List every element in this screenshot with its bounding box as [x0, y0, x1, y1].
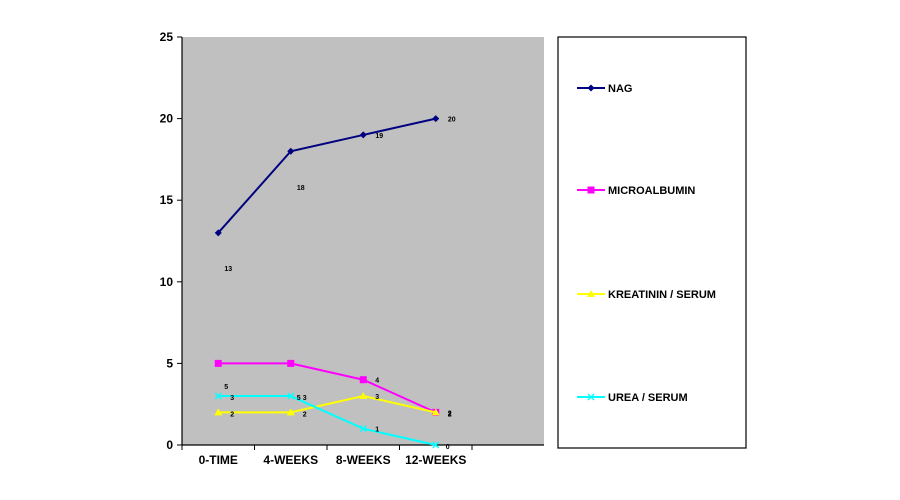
- x-tick-label-4-weeks: 4-WEEKS: [263, 453, 318, 467]
- data-label-nag-2: 19: [375, 133, 383, 140]
- y-tick-label: 15: [160, 193, 174, 207]
- legend-label: UREA / SERUM: [608, 392, 688, 404]
- legend-item-kreatinin-serum: KREATININ / SERUM: [577, 289, 716, 301]
- data-label-urea-serum-2: 1: [375, 427, 379, 434]
- data-label-nag-3: 20: [448, 117, 456, 124]
- x-tick-label-0-time: 0-TIME: [199, 453, 238, 467]
- data-point-nag-2: [359, 131, 367, 139]
- data-label-microalbumin-3: 2: [448, 410, 452, 417]
- data-point-urea-serum-3: [432, 441, 440, 449]
- legend-item-nag: NAG: [577, 83, 632, 95]
- data-point-urea-serum-2: [359, 425, 367, 433]
- series-layer: [214, 115, 440, 449]
- series-line-urea-serum: [218, 395, 436, 446]
- x-tick-label-8-weeks: 8-WEEKS: [336, 453, 391, 467]
- legend-marker: [587, 290, 595, 297]
- series-line-microalbumin: [218, 362, 437, 414]
- data-point-microalbumin-1: [287, 359, 295, 367]
- data-label-kreatinin-serum-1: 2: [303, 411, 307, 418]
- data-label-kreatinin-serum-2: 3: [375, 394, 379, 401]
- data-point-nag-3: [432, 115, 440, 123]
- data-label-urea-serum-1: 3: [303, 395, 307, 402]
- legend-item-urea-serum: UREA / SERUM: [577, 392, 688, 404]
- data-point-microalbumin-0: [214, 359, 222, 367]
- data-point-kreatinin-serum-2: [359, 392, 368, 400]
- legend: NAG MICROALBUMIN KREATININ / SERUM UREA / S…: [577, 83, 716, 404]
- extra-data-label-1: 5: [297, 395, 301, 402]
- y-tick-label: 25: [160, 30, 174, 44]
- y-tick-label: 0: [166, 438, 173, 452]
- data-label-nag-1: 18: [297, 185, 305, 192]
- y-tick-label: 5: [166, 356, 173, 370]
- legend-box: [557, 36, 747, 449]
- y-tick-label: 10: [160, 275, 174, 289]
- legend-marker: [587, 186, 595, 194]
- series-urea-serum: [214, 392, 440, 449]
- data-label-nag-0: 13: [224, 266, 232, 273]
- data-point-nag-1: [287, 147, 295, 155]
- plot-area: [182, 37, 544, 445]
- y-tick-labels: 0 5 10 15 20 25: [160, 30, 174, 452]
- series-nag: [214, 115, 440, 237]
- legend-label: NAG: [608, 83, 632, 95]
- x-tick-labels: 0-TIME 4-WEEKS 8-WEEKS 12-WEEKS: [199, 453, 467, 467]
- axes: [177, 36, 544, 450]
- data-label-urea-serum-3: 0: [446, 444, 450, 451]
- series-line-nag: [217, 117, 436, 234]
- series-line-kreatinin-serum: [218, 395, 436, 414]
- data-point-urea-serum-0: [214, 392, 222, 400]
- legend-marker: [587, 393, 595, 401]
- legend-marker: [587, 84, 595, 92]
- data-label-urea-serum-0: 3: [230, 395, 234, 402]
- data-point-urea-serum-1: [287, 392, 295, 400]
- data-point-microalbumin-2: [359, 376, 367, 384]
- x-tick-label-12-weeks: 12-WEEKS: [405, 453, 466, 467]
- y-tick-label: 20: [160, 112, 174, 126]
- legend-item-microalbumin: MICROALBUMIN: [577, 185, 695, 197]
- legend-label: KREATININ / SERUM: [608, 289, 716, 301]
- data-point-nag-0: [214, 229, 222, 237]
- series-kreatinin-serum: [214, 392, 440, 416]
- data-label-kreatinin-serum-0: 2: [230, 411, 234, 418]
- extra-data-label-0: 5: [224, 384, 228, 391]
- data-point-kreatinin-serum-3: [431, 408, 440, 416]
- data-label-kreatinin-serum-3: 2: [448, 411, 452, 418]
- data-point-kreatinin-serum-0: [214, 408, 223, 416]
- legend-label: MICROALBUMIN: [608, 185, 695, 197]
- data-label-microalbumin-2: 4: [375, 378, 379, 385]
- data-point-kreatinin-serum-1: [286, 408, 295, 416]
